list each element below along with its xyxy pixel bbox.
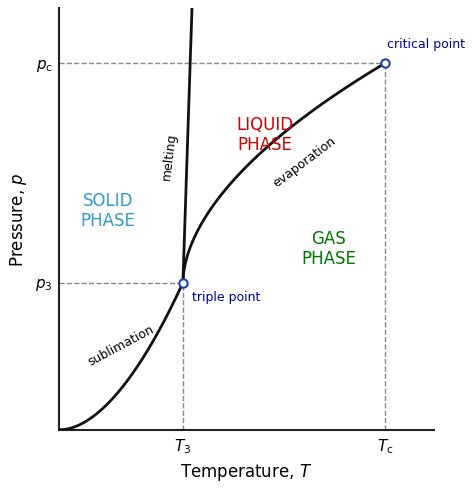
Text: LIQUID
PHASE: LIQUID PHASE bbox=[237, 115, 294, 154]
Y-axis label: Pressure, $p$: Pressure, $p$ bbox=[9, 172, 29, 267]
Text: SOLID
PHASE: SOLID PHASE bbox=[81, 191, 136, 230]
Text: critical point: critical point bbox=[387, 37, 465, 51]
X-axis label: Temperature, $T$: Temperature, $T$ bbox=[181, 462, 313, 483]
Text: triple point: triple point bbox=[192, 291, 261, 304]
Text: sublimation: sublimation bbox=[86, 323, 156, 369]
Text: GAS
PHASE: GAS PHASE bbox=[301, 230, 356, 269]
Text: melting: melting bbox=[161, 132, 179, 181]
Text: evaporation: evaporation bbox=[271, 135, 338, 190]
